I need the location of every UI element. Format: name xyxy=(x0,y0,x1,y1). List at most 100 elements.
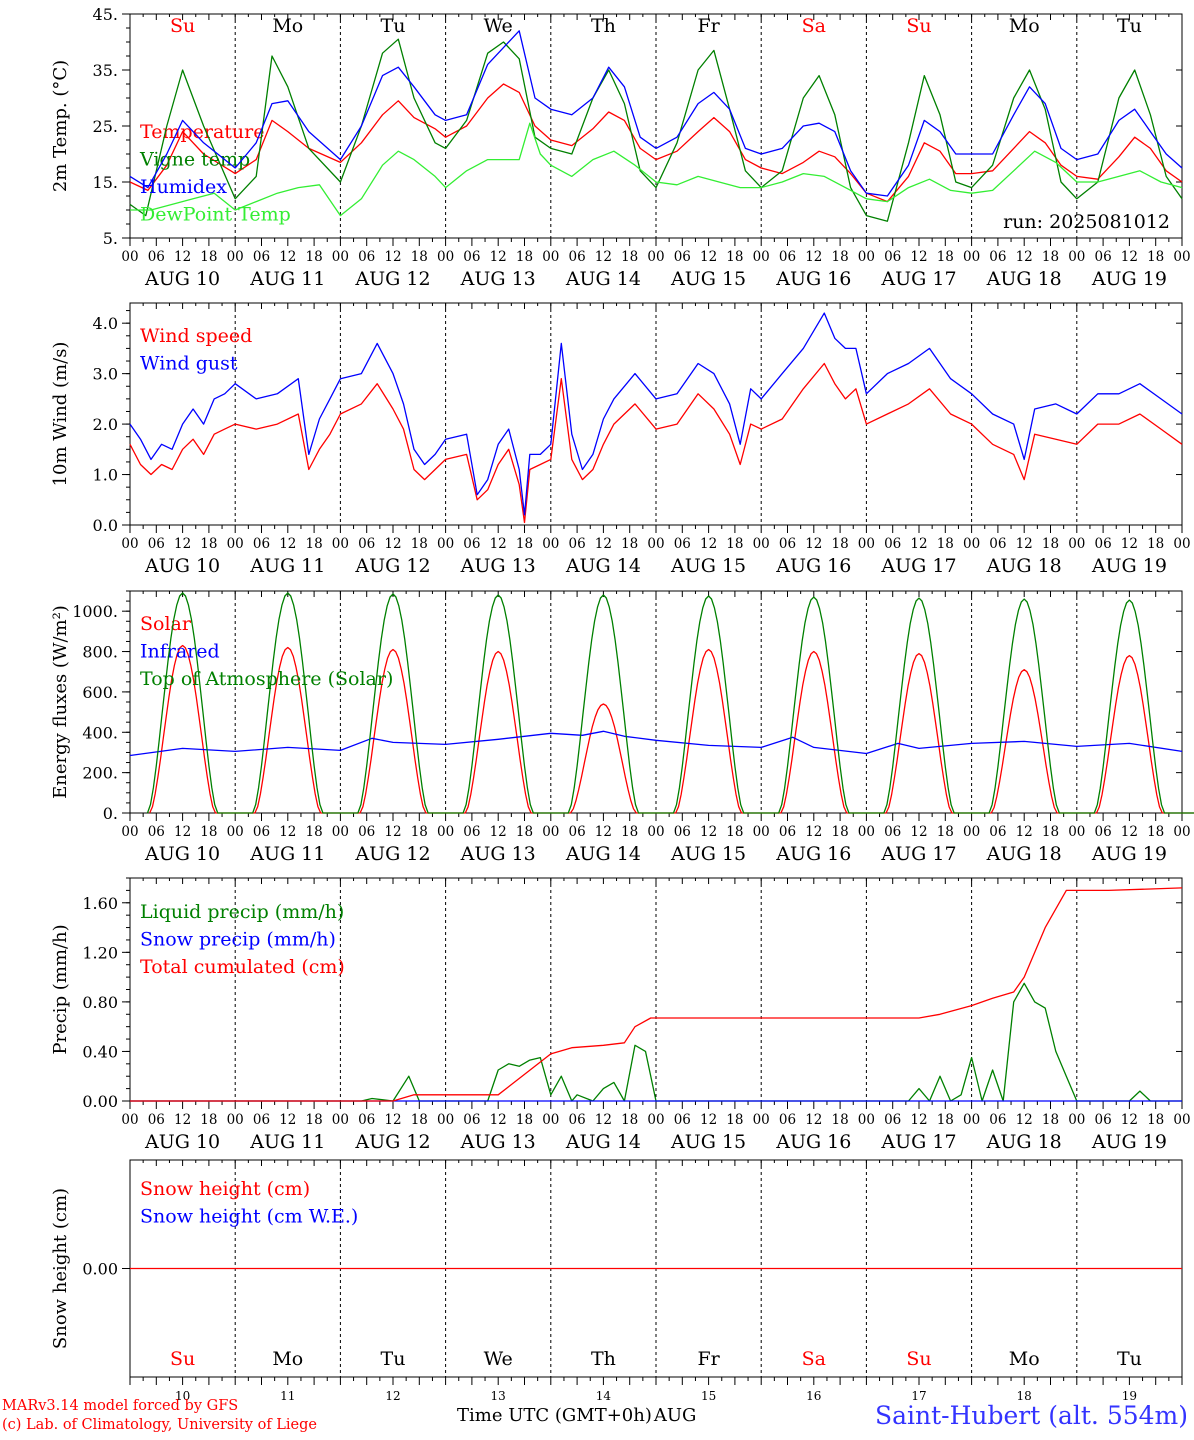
date-label: AUG 10 xyxy=(144,843,220,865)
weekday-label: Sa xyxy=(802,15,826,37)
hour-tick-label: 06 xyxy=(569,536,586,552)
hour-tick-label: 00 xyxy=(963,249,980,265)
hour-tick-label: 06 xyxy=(253,536,270,552)
hour-tick-label: 12 xyxy=(910,1112,927,1128)
hour-tick-label: 00 xyxy=(1068,249,1085,265)
hour-tick-label: 12 xyxy=(490,536,507,552)
hour-tick-label: 00 xyxy=(858,1112,875,1128)
hour-tick-label: 18 xyxy=(832,1112,849,1128)
legend-entry: Snow height (cm W.E.) xyxy=(140,1206,358,1228)
hour-tick-label: 12 xyxy=(805,536,822,552)
hour-tick-label: 12 xyxy=(490,824,507,840)
hour-tick-label: 18 xyxy=(411,536,428,552)
hour-tick-label: 00 xyxy=(1173,249,1190,265)
date-label: AUG 15 xyxy=(670,555,746,577)
weekday-label: Mo xyxy=(272,1348,303,1370)
weekday-label: Tu xyxy=(381,15,406,37)
date-label: AUG 13 xyxy=(460,555,536,577)
hour-tick-label: 12 xyxy=(1121,824,1138,840)
x-axis-title: Time UTC (GMT+0h) xyxy=(457,1405,652,1426)
y-axis-label: 2m Temp. (°C) xyxy=(50,60,71,192)
hour-tick-label: 00 xyxy=(1068,824,1085,840)
hour-tick-label: 06 xyxy=(1095,249,1112,265)
hour-tick-label: 00 xyxy=(963,1112,980,1128)
hour-tick-label: 18 xyxy=(306,824,323,840)
hour-tick-label: 12 xyxy=(910,249,927,265)
energy-series-solar xyxy=(149,644,1194,814)
hour-tick-label: 06 xyxy=(148,824,165,840)
hour-tick-label: 06 xyxy=(1095,824,1112,840)
date-label: AUG 17 xyxy=(880,843,956,865)
weekday-label: Fr xyxy=(697,15,720,37)
date-label: AUG 18 xyxy=(986,1131,1062,1153)
date-label: AUG 14 xyxy=(565,1131,641,1153)
weekday-label: Tu xyxy=(381,1348,406,1370)
weekday-label: Mo xyxy=(1009,15,1040,37)
hour-tick-label: 06 xyxy=(253,824,270,840)
hour-tick-label: 18 xyxy=(832,824,849,840)
hour-tick-label: 06 xyxy=(358,249,375,265)
y-tick-label: 0. xyxy=(103,804,118,823)
legend-entry: Snow precip (mm/h) xyxy=(140,929,336,951)
hour-tick-label: 18 xyxy=(726,1112,743,1128)
hour-tick-label: 12 xyxy=(1121,249,1138,265)
y-tick-label: 0.00 xyxy=(82,1092,118,1111)
date-label: AUG 16 xyxy=(775,1131,851,1153)
hour-tick-label: 12 xyxy=(384,824,401,840)
hour-tick-label: 00 xyxy=(542,1112,559,1128)
temperature-panel: 5. 15. 25. 35. 45. 2m Temp. (°C) 00 06 12 18 00 06 1… xyxy=(50,5,1191,290)
hour-tick-label: 06 xyxy=(779,536,796,552)
y-tick-label: 800. xyxy=(82,643,118,662)
hour-tick-label: 00 xyxy=(542,824,559,840)
hour-tick-label: 06 xyxy=(358,536,375,552)
hour-tick-label: 12 xyxy=(490,1112,507,1128)
hour-tick-label: 18 xyxy=(516,824,533,840)
hour-tick-label: 12 xyxy=(1016,824,1033,840)
hour-tick-label: 18 xyxy=(1042,249,1059,265)
y-axis-label: Precip (mm/h) xyxy=(50,924,71,1054)
legend-entry: Temperature xyxy=(140,121,264,143)
day-number-label: 13 xyxy=(491,1389,506,1403)
legend-entry: Humidex xyxy=(140,176,227,198)
hour-tick-label: 06 xyxy=(569,1112,586,1128)
hour-tick-label: 18 xyxy=(306,536,323,552)
hour-tick-label: 18 xyxy=(411,249,428,265)
date-label: AUG 16 xyxy=(775,843,851,865)
date-label: AUG 17 xyxy=(880,1131,956,1153)
hour-tick-label: 06 xyxy=(148,1112,165,1128)
date-label: AUG 12 xyxy=(354,843,430,865)
hour-tick-label: 18 xyxy=(937,1112,954,1128)
day-number-label: 15 xyxy=(701,1389,716,1403)
date-label: AUG 10 xyxy=(144,1131,220,1153)
hour-tick-label: 18 xyxy=(306,1112,323,1128)
hour-tick-label: 00 xyxy=(753,249,770,265)
hour-tick-label: 00 xyxy=(647,824,664,840)
energy-series-top-of-atmosphere-solar- xyxy=(146,592,1194,814)
date-label: AUG 17 xyxy=(880,268,956,290)
hour-tick-label: 18 xyxy=(411,824,428,840)
y-tick-label: 2.0 xyxy=(93,415,118,434)
y-axis-label: Energy fluxes (W/m²) xyxy=(50,605,71,799)
hour-tick-label: 18 xyxy=(832,536,849,552)
hour-tick-label: 00 xyxy=(332,824,349,840)
y-tick-label: 1.60 xyxy=(82,894,118,913)
date-label: AUG 17 xyxy=(880,555,956,577)
hour-tick-label: 18 xyxy=(1147,824,1164,840)
hour-tick-label: 00 xyxy=(121,824,138,840)
weekday-label: Mo xyxy=(272,15,303,37)
hour-tick-label: 00 xyxy=(437,824,454,840)
credit-line-model: MARv3.14 model forced by GFS xyxy=(2,1398,239,1414)
hour-tick-label: 12 xyxy=(279,536,296,552)
date-label: AUG 18 xyxy=(986,268,1062,290)
hour-tick-label: 12 xyxy=(595,249,612,265)
hour-tick-label: 06 xyxy=(884,249,901,265)
hour-tick-label: 06 xyxy=(1095,1112,1112,1128)
hour-tick-label: 00 xyxy=(963,824,980,840)
hour-tick-label: 00 xyxy=(753,824,770,840)
hour-tick-label: 06 xyxy=(463,1112,480,1128)
y-tick-label: 35. xyxy=(93,61,118,80)
date-label: AUG 13 xyxy=(460,268,536,290)
hour-tick-label: 12 xyxy=(700,824,717,840)
hour-tick-label: 18 xyxy=(306,249,323,265)
hour-tick-label: 00 xyxy=(227,536,244,552)
